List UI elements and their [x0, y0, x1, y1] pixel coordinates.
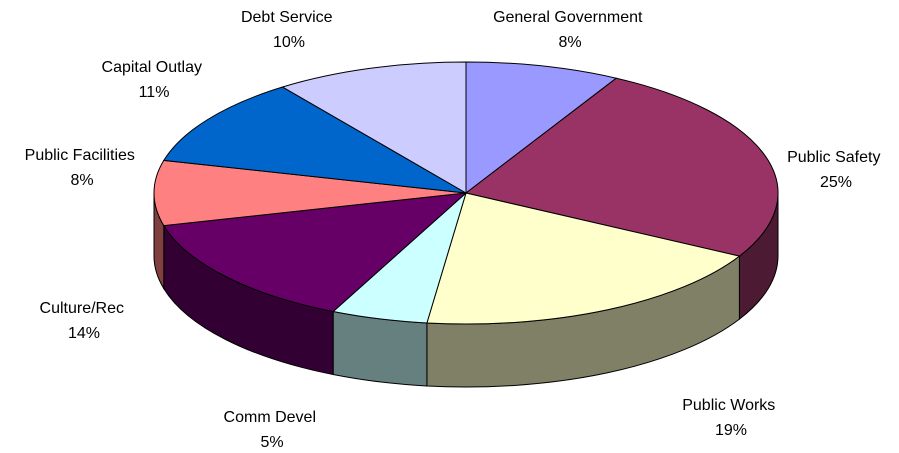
slice-label-culture-rec: Culture/Rec 14%: [40, 300, 129, 342]
slice-labels: General Government 8% Public Safety 25% …: [25, 9, 885, 451]
slice-label-capital-outlay: Capital Outlay 11%: [102, 59, 207, 101]
pie-slice-public-safety: [464, 77, 779, 257]
pie-side-comm-devel: [332, 310, 428, 387]
slice-label-public-facilities: Public Facilities 8%: [25, 147, 140, 189]
slice-label-general-government: General Government 8%: [493, 9, 647, 51]
slice-label-debt-service: Debt Service 10%: [241, 9, 337, 51]
pie-slice-debt-service: [281, 61, 467, 194]
pie-slice-public-works: [426, 192, 741, 325]
pie-slice-capital-outlay: [162, 86, 467, 194]
pie-sides: [153, 192, 779, 388]
pie-slice-general-government: [465, 61, 618, 195]
slice-label-public-works: Public Works 19%: [682, 397, 780, 439]
pie-top-faces: [153, 61, 779, 325]
pie-slice-culture-rec: [162, 192, 468, 313]
slice-label-comm-devel: Comm Devel 5%: [224, 409, 321, 451]
slice-label-public-safety: Public Safety 25%: [787, 149, 885, 191]
pie-slice-public-facilities: [153, 159, 467, 227]
